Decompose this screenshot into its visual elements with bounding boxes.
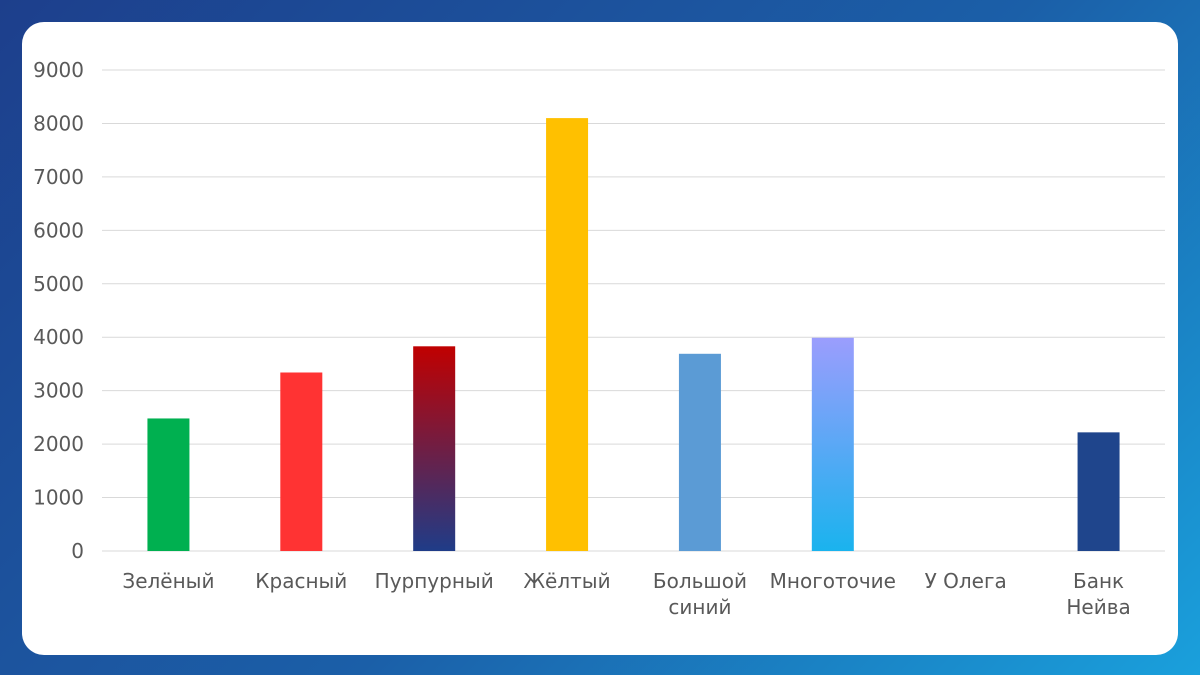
bar-5	[678, 353, 721, 551]
bars	[147, 118, 1120, 551]
x-category-label: Пурпурный	[375, 569, 494, 593]
y-tick-label: 2000	[33, 432, 84, 456]
y-tick-label: 9000	[33, 58, 84, 82]
x-category-label: синий	[668, 595, 731, 619]
y-tick-label: 1000	[33, 486, 84, 510]
x-category-label: Банк	[1073, 569, 1124, 593]
x-category-label: У Олега	[925, 569, 1007, 593]
y-tick-label: 5000	[33, 272, 84, 296]
x-category-label: Красный	[255, 569, 347, 593]
x-category-label: Жёлтый	[524, 569, 611, 593]
bar-6	[811, 337, 854, 551]
x-axis-labels: Зелёный Красный Пурпурный Жёлтый Большойсини…	[122, 569, 1130, 619]
y-tick-label: 3000	[33, 379, 84, 403]
y-tick-label: 6000	[33, 218, 84, 242]
bar-3	[413, 346, 456, 551]
y-axis-ticks: 0 1000 2000 3000 4000 5000 6000 7000 8000 9000	[33, 58, 84, 563]
bar-chart: 0 1000 2000 3000 4000 5000 6000 7000 8000 9000 Зе…	[33, 58, 1165, 619]
x-category-label: Зелёный	[122, 569, 214, 593]
bar-2	[280, 372, 323, 551]
y-tick-label: 0	[71, 539, 84, 563]
y-tick-label: 7000	[33, 165, 84, 189]
y-tick-label: 8000	[33, 111, 84, 135]
bar-1	[147, 418, 190, 551]
bar-8	[1077, 432, 1120, 551]
chart-card: 0 1000 2000 3000 4000 5000 6000 7000 8000 9000 Зе…	[22, 22, 1178, 655]
x-category-label: Нейва	[1066, 595, 1130, 619]
x-category-label: Многоточие	[770, 569, 896, 593]
bar-4	[546, 118, 589, 551]
y-tick-label: 4000	[33, 325, 84, 349]
x-category-label: Большой	[653, 569, 747, 593]
gridlines	[102, 69, 1165, 552]
